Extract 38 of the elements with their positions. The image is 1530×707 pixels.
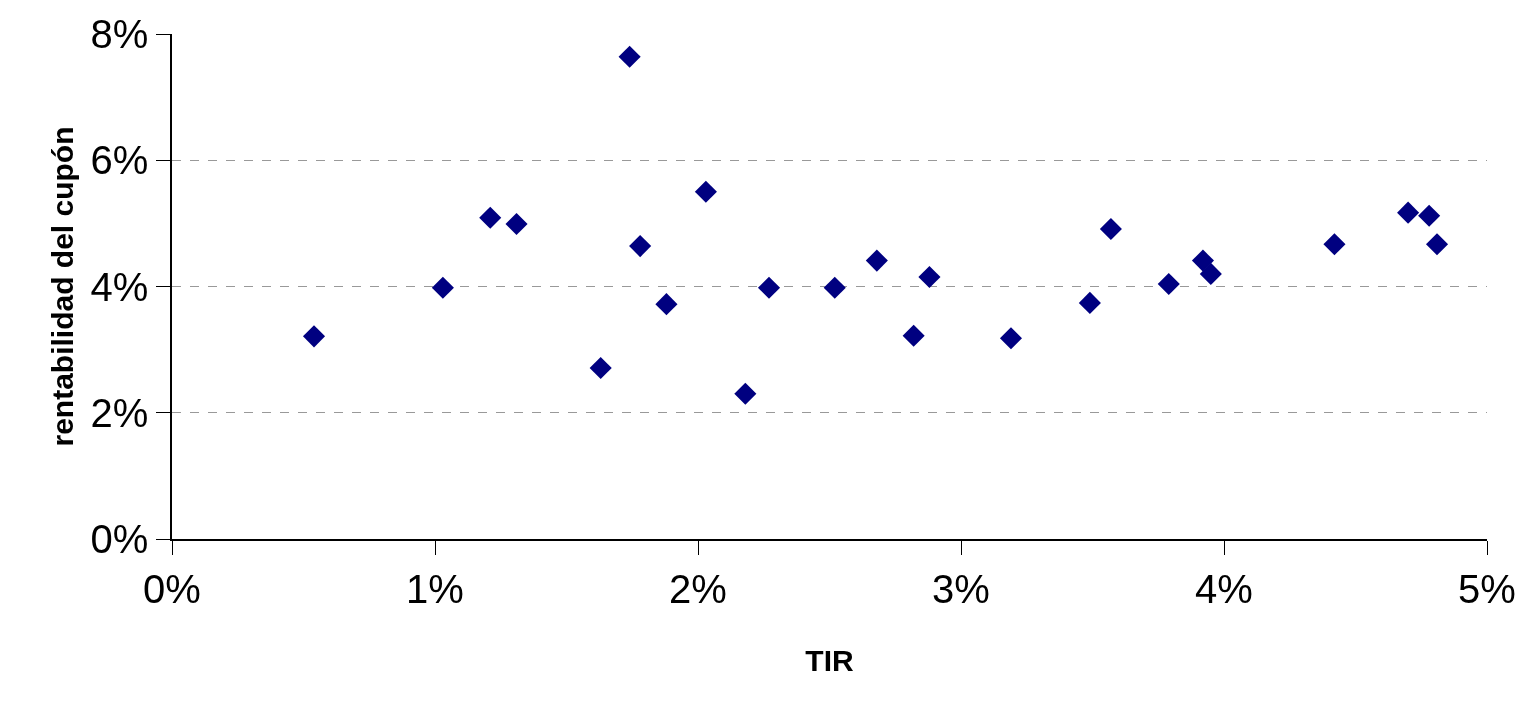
point [757,276,781,299]
y-tick-label: 4% [90,264,149,309]
x-tick-label: 0% [143,566,201,611]
x-axis-title: TIR [805,643,854,677]
point [734,382,757,405]
point [1078,291,1101,314]
point [1418,204,1441,227]
point [589,356,612,379]
point [629,235,652,258]
point [302,325,326,348]
point [1323,233,1346,256]
x-tick-label: 2% [669,566,727,611]
y-tick-label: 6% [90,138,149,183]
point [1157,272,1180,296]
point [1425,233,1449,256]
x-tick-label: 5% [1458,566,1516,611]
point [902,324,925,347]
point [865,249,888,272]
y-tick-label: 0% [90,517,149,561]
y-tick-label: 8% [90,12,149,56]
y-axis-title: rentabilidad del cupón [45,126,79,447]
y-tick-label: 2% [90,390,149,435]
point [999,327,1023,350]
point [1199,262,1222,285]
point [694,180,717,203]
x-tick-label: 1% [406,566,464,611]
point [505,212,528,236]
x-tick-label: 3% [932,566,990,611]
point [1397,201,1420,224]
point [823,276,846,299]
point [431,276,454,299]
point [655,293,678,316]
point [479,206,502,229]
point [918,265,941,289]
point [1191,249,1215,272]
point [1099,218,1122,241]
x-tick-label: 4% [1195,566,1253,611]
point [618,45,641,68]
